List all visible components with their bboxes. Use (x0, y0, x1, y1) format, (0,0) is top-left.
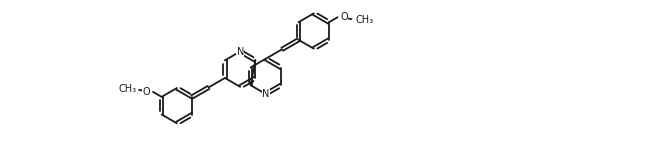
Text: N: N (262, 89, 269, 99)
Text: CH₃: CH₃ (118, 84, 136, 94)
Text: CH₃: CH₃ (355, 15, 373, 25)
Text: O: O (340, 12, 348, 22)
Text: O: O (143, 87, 150, 97)
Text: N: N (237, 46, 244, 57)
